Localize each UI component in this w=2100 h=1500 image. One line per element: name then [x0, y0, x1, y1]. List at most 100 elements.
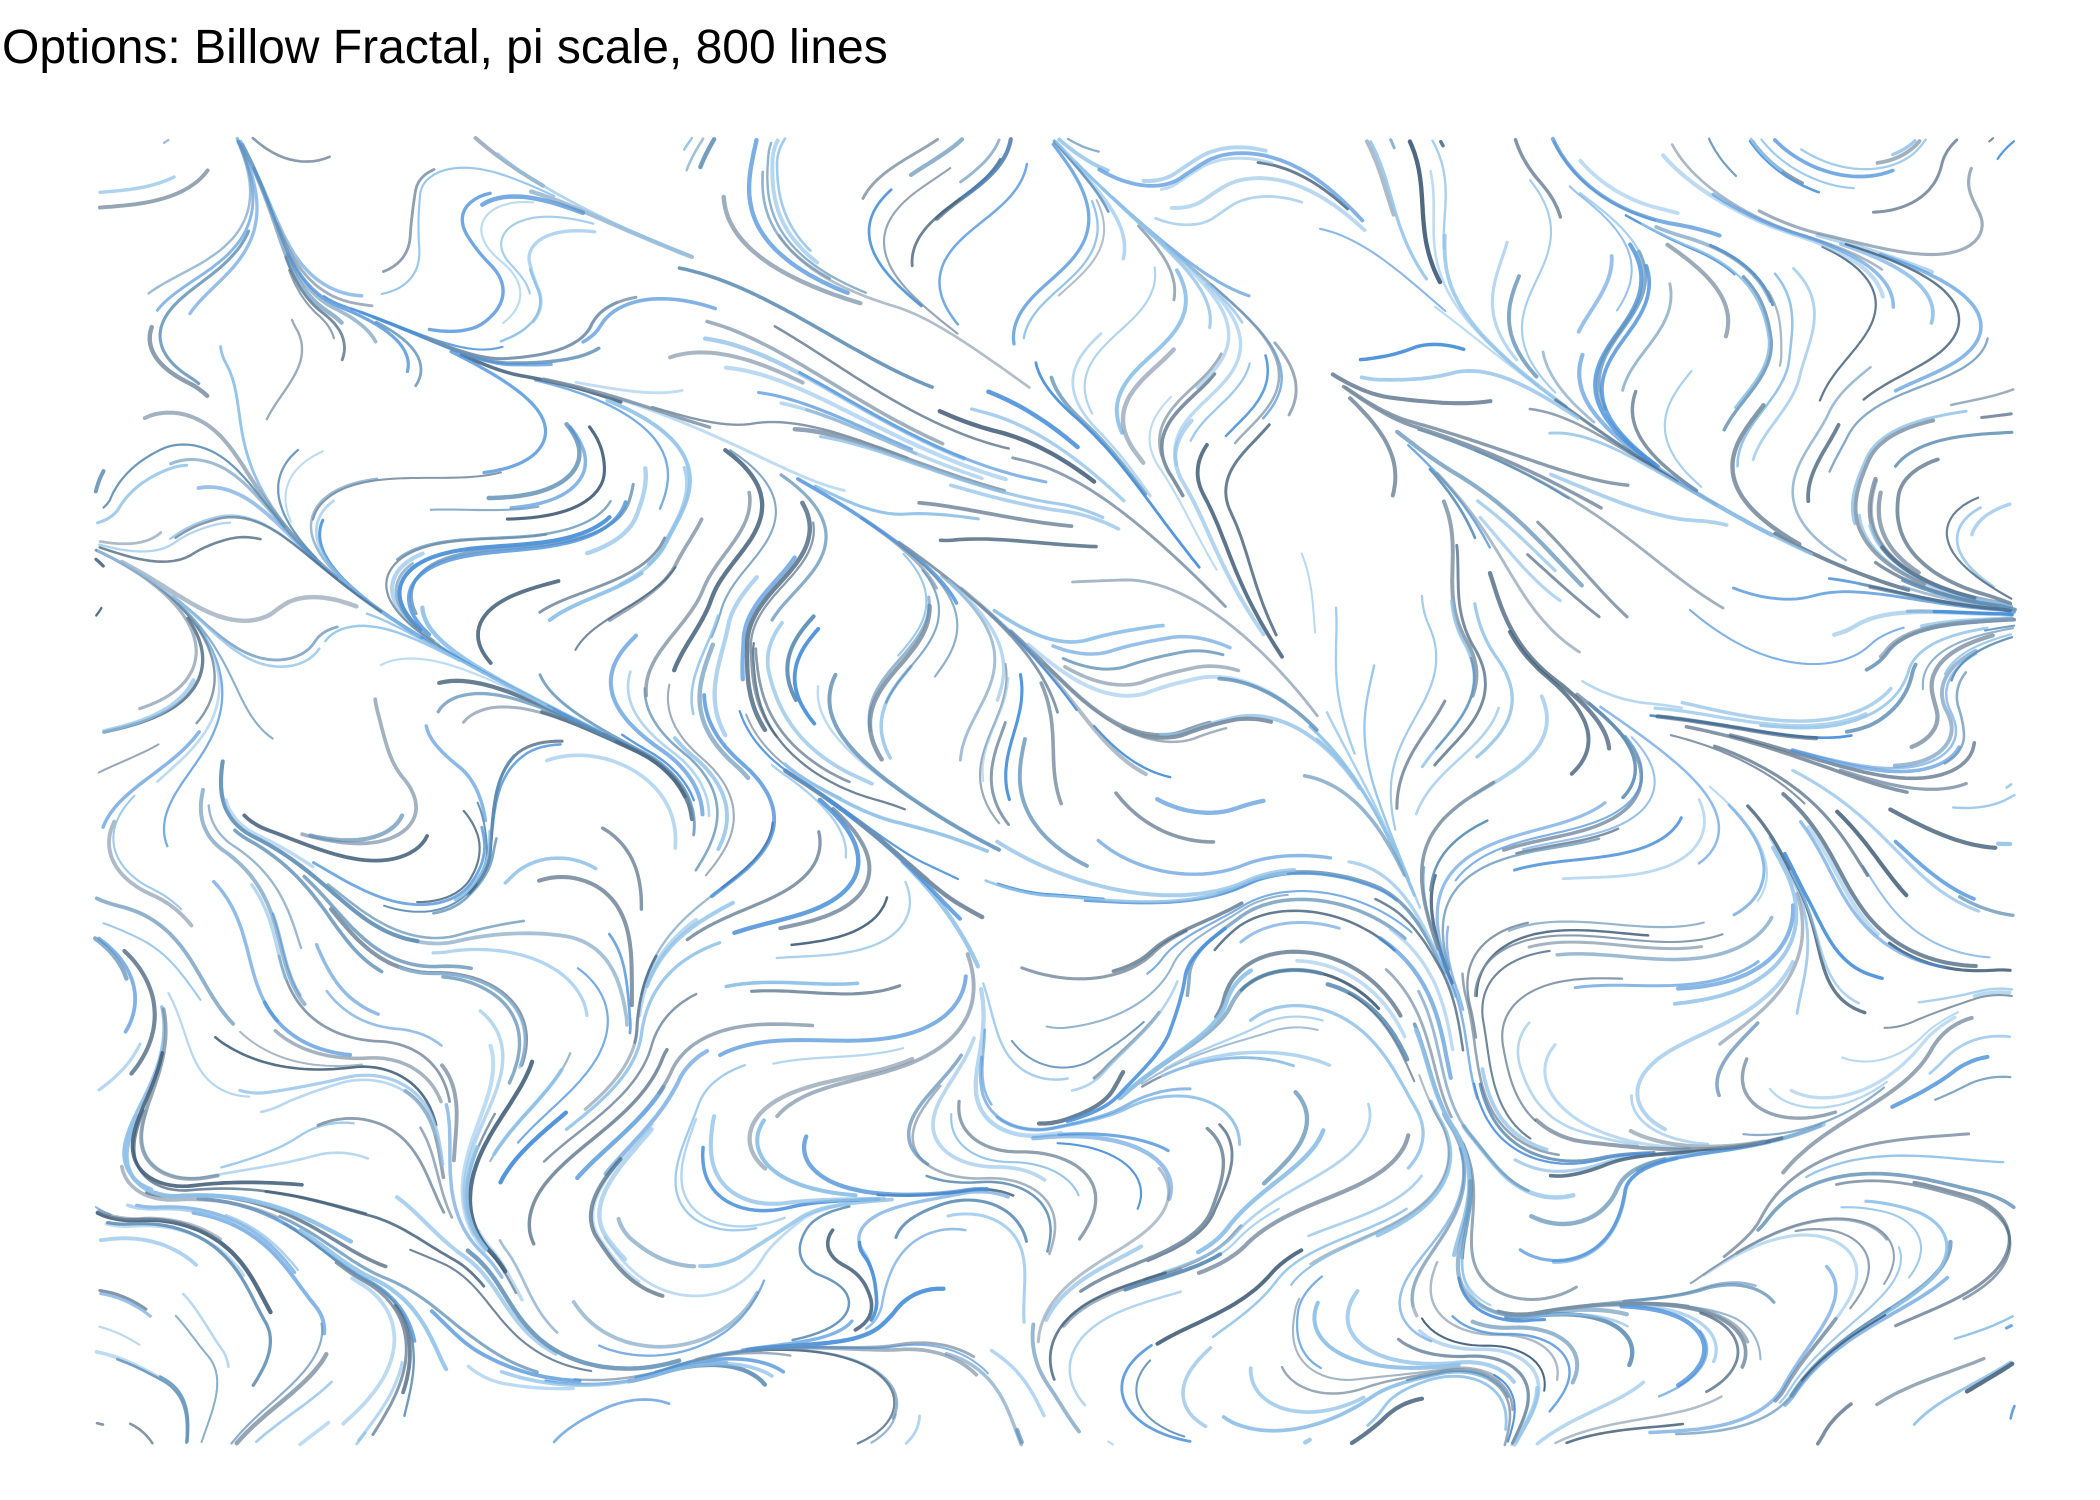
flow-line — [316, 1116, 446, 1214]
flow-line — [1573, 960, 1760, 990]
flow-line — [2005, 783, 2013, 789]
flow-line — [605, 398, 692, 567]
flow-line — [464, 1144, 488, 1251]
flow-line — [938, 537, 1098, 549]
flow-line — [1476, 499, 1557, 573]
flow-line — [1921, 627, 2015, 691]
flow-line — [1111, 901, 1244, 973]
flow-line — [220, 1121, 355, 1169]
flow-line — [365, 612, 548, 707]
flow-line — [583, 1003, 642, 1111]
flow-line — [1209, 282, 1283, 420]
flow-line — [995, 839, 1297, 898]
flow-line — [324, 624, 461, 663]
flow-line — [1011, 142, 1091, 346]
flow-line — [1291, 1297, 1502, 1381]
flow-line — [124, 1113, 354, 1244]
flow-line — [827, 672, 1002, 852]
flow-line — [250, 883, 287, 980]
flow-line — [607, 932, 632, 1035]
flow-line — [1957, 895, 2015, 918]
flow-line — [427, 191, 505, 333]
flow-line — [1653, 706, 1868, 728]
flow-line — [1883, 993, 2013, 1029]
flow-line — [240, 142, 344, 325]
flow-line — [1895, 457, 2013, 606]
flow-line — [101, 678, 196, 734]
flow-line — [1641, 222, 1770, 409]
flow-line — [1273, 341, 1298, 417]
flow-line — [946, 578, 1006, 702]
flow-line — [1988, 137, 1995, 143]
flow-line — [1619, 1304, 1707, 1388]
flow-line — [640, 874, 739, 996]
flow-line — [1862, 864, 1991, 959]
flow-line — [533, 379, 670, 510]
flow-line — [1057, 137, 1110, 173]
flow-line — [311, 471, 502, 521]
flow-line — [498, 1110, 569, 1185]
flow-line — [1718, 892, 1805, 1046]
flow-line — [1435, 656, 1476, 750]
flow-line — [1248, 1003, 1425, 1170]
flow-line — [1309, 1074, 1450, 1266]
flow-line — [1107, 1440, 1114, 1446]
flow-line — [940, 574, 997, 762]
flow-line — [1493, 1373, 1516, 1443]
flow-line — [1066, 137, 1100, 153]
flow-line — [1441, 499, 1479, 698]
flow-line — [499, 1361, 774, 1388]
flow-line — [541, 377, 712, 429]
flow-line — [867, 188, 923, 308]
flow-line — [527, 228, 597, 324]
flow-line — [668, 350, 805, 385]
flow-line — [1146, 890, 1413, 975]
flow-line — [1159, 372, 1217, 498]
flow-line — [1746, 804, 1867, 1015]
flow-line — [1964, 1361, 2015, 1394]
flow-line — [1748, 139, 1821, 194]
flow-line — [334, 1261, 408, 1437]
flow-line — [1347, 860, 1457, 998]
flow-line — [1789, 1239, 1953, 1398]
flow-line — [419, 1126, 454, 1219]
flow-line — [690, 614, 720, 716]
flow-line — [738, 710, 960, 881]
flow-line — [796, 477, 959, 605]
flow-line — [938, 162, 1029, 326]
flow-line — [1520, 179, 1557, 394]
flow-line — [1420, 1317, 1546, 1392]
flow-line — [864, 1227, 967, 1330]
flow-line — [314, 942, 380, 1016]
flow-line — [1092, 1010, 1161, 1080]
flow-line — [325, 989, 443, 1047]
flow-line — [1773, 1316, 1838, 1403]
flow-line — [1053, 140, 1110, 213]
flow-line — [355, 1431, 367, 1446]
flow-line — [1117, 968, 1254, 1101]
flow-line — [498, 1238, 559, 1334]
flow-line — [620, 733, 696, 802]
flow-line — [97, 1208, 223, 1241]
flow-line — [480, 194, 586, 216]
flow-line — [1325, 982, 1410, 1062]
flow-line — [410, 931, 629, 1027]
flow-line — [1868, 585, 2012, 613]
flow-line — [232, 828, 384, 974]
flow-line — [1224, 354, 1270, 438]
flow-line — [1473, 602, 1514, 759]
flow-line — [271, 912, 302, 997]
flow-line — [698, 137, 717, 170]
flow-line — [1022, 199, 1099, 340]
flow-line — [674, 1064, 758, 1232]
flow-line — [1312, 1300, 1461, 1370]
flow-line — [948, 483, 1121, 531]
flow-line — [273, 1028, 443, 1104]
flow-line — [1711, 192, 1896, 309]
flow-line — [162, 138, 170, 145]
flow-line — [1828, 337, 1989, 473]
flow-line — [374, 320, 423, 388]
flow-line — [394, 562, 435, 643]
flow-line — [636, 917, 699, 1018]
flow-line — [944, 1351, 1023, 1447]
